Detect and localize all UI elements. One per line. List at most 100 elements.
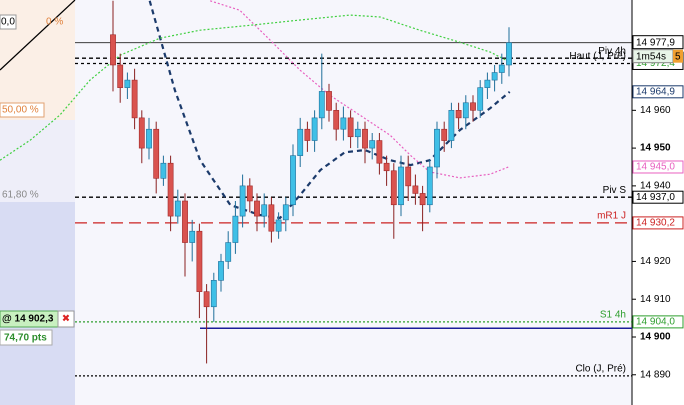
candle-body (477, 87, 484, 111)
candle-body (218, 261, 224, 281)
candle-body (398, 166, 404, 206)
candle-body (304, 128, 311, 141)
y-tick-label: 14 890 (640, 369, 671, 380)
fib-zone (0, 120, 75, 202)
y-tick-label: 14 960 (640, 105, 671, 116)
level-value: 14 972,4 (636, 58, 675, 69)
candle-body (261, 204, 268, 217)
candle-body (491, 72, 498, 81)
candle-body (297, 128, 304, 156)
candle-body (506, 42, 512, 66)
candle-body (340, 117, 347, 130)
candle-body (498, 64, 505, 73)
ma-value: 14 945,0 (636, 162, 675, 173)
candle-body (354, 128, 361, 138)
level-name: S1 4h (600, 310, 626, 321)
order-close[interactable] (57, 310, 75, 328)
candle-body (282, 204, 289, 221)
candle-body (441, 128, 448, 141)
order-pts: 74,70 pts (4, 333, 47, 344)
candle-body (174, 200, 181, 217)
last-price-box (632, 35, 684, 50)
candle-body (232, 215, 239, 243)
level-value: 14 937,0 (636, 192, 675, 203)
candle-body (153, 128, 160, 179)
order-label: @ 14 902,3 (2, 314, 54, 325)
candle-body (326, 91, 332, 111)
ma-value: 14 964,9 (636, 86, 675, 97)
candle-body (311, 117, 318, 141)
candle-body (246, 185, 253, 202)
candle-body (110, 34, 116, 66)
candle-body (426, 166, 433, 206)
level-value-box (632, 190, 684, 204)
y-tick-label: 14 950 (640, 143, 671, 154)
candle-body (376, 140, 383, 164)
level-name: Clo (J, Pré) (575, 364, 626, 375)
trend-line (0, 0, 76, 71)
candle-body (390, 170, 397, 206)
y-tick-label: 14 910 (640, 294, 671, 305)
candle-body (362, 128, 368, 149)
y-tick-label: 14 900 (640, 332, 671, 343)
candle-body (203, 291, 210, 308)
candle-body (138, 117, 145, 149)
candle-body (318, 91, 325, 119)
level-value: 14 904,0 (636, 317, 675, 328)
countdown: 1m54s (636, 51, 666, 62)
candle-body (189, 230, 196, 243)
fib-label: 50,00 % (2, 105, 39, 116)
fib-box (0, 102, 45, 118)
fib-label: 0 % (46, 17, 63, 28)
candle-body (254, 200, 260, 217)
level-name: Piv 4h (598, 46, 626, 57)
fib-label: 0,0 (1, 17, 15, 28)
candle-body (182, 200, 188, 243)
candle-body (239, 185, 246, 217)
candle-body (347, 117, 354, 138)
candle-body (383, 162, 390, 172)
fib-zone (0, 202, 75, 405)
candle-body (124, 79, 131, 88)
pts-box (0, 329, 53, 346)
candle-body (434, 128, 440, 168)
candle-body (448, 110, 455, 141)
candle-body (369, 140, 376, 149)
level-value-box (632, 315, 684, 329)
order-close-icon[interactable]: ✖ (62, 314, 70, 325)
candle-body (405, 166, 412, 187)
candle-body (268, 204, 275, 232)
fib-label: 61,80 % (2, 190, 39, 201)
candle-body (167, 162, 174, 217)
candle-body (412, 185, 419, 194)
last-price-label: 14 977,9 (636, 37, 675, 48)
candle-body (131, 79, 138, 119)
level-value-box (632, 216, 684, 230)
candle-body (470, 102, 476, 111)
candle-body (484, 79, 491, 88)
candle-body (117, 64, 124, 88)
candle-body (196, 230, 203, 292)
countdown-suffix: 5 (675, 51, 681, 62)
ma-line (210, 0, 509, 179)
ma-value-box (632, 85, 684, 99)
level-name: Piv S (603, 185, 627, 196)
y-tick-label: 14 920 (640, 256, 671, 267)
level-value: 14 930,2 (636, 218, 675, 229)
fib-labels: 0,0 0 % 50,00 % 61,80 % (0, 14, 63, 201)
candle-body (210, 280, 217, 308)
candle-body (290, 155, 296, 206)
y-tick-label: 14 940 (640, 181, 671, 192)
order-box[interactable]: @ 14 902,3 ✖ 74,70 pts (0, 310, 75, 346)
countdown-suffix-box (673, 49, 683, 63)
candle-body (419, 193, 426, 206)
level-name: Haut (J, Pré) (569, 51, 626, 62)
fib-box (0, 14, 17, 30)
candle-body (333, 110, 340, 130)
candle-body (160, 162, 167, 179)
candle-body (225, 242, 232, 262)
ma-value-box (632, 160, 684, 174)
candle-body (146, 128, 152, 149)
